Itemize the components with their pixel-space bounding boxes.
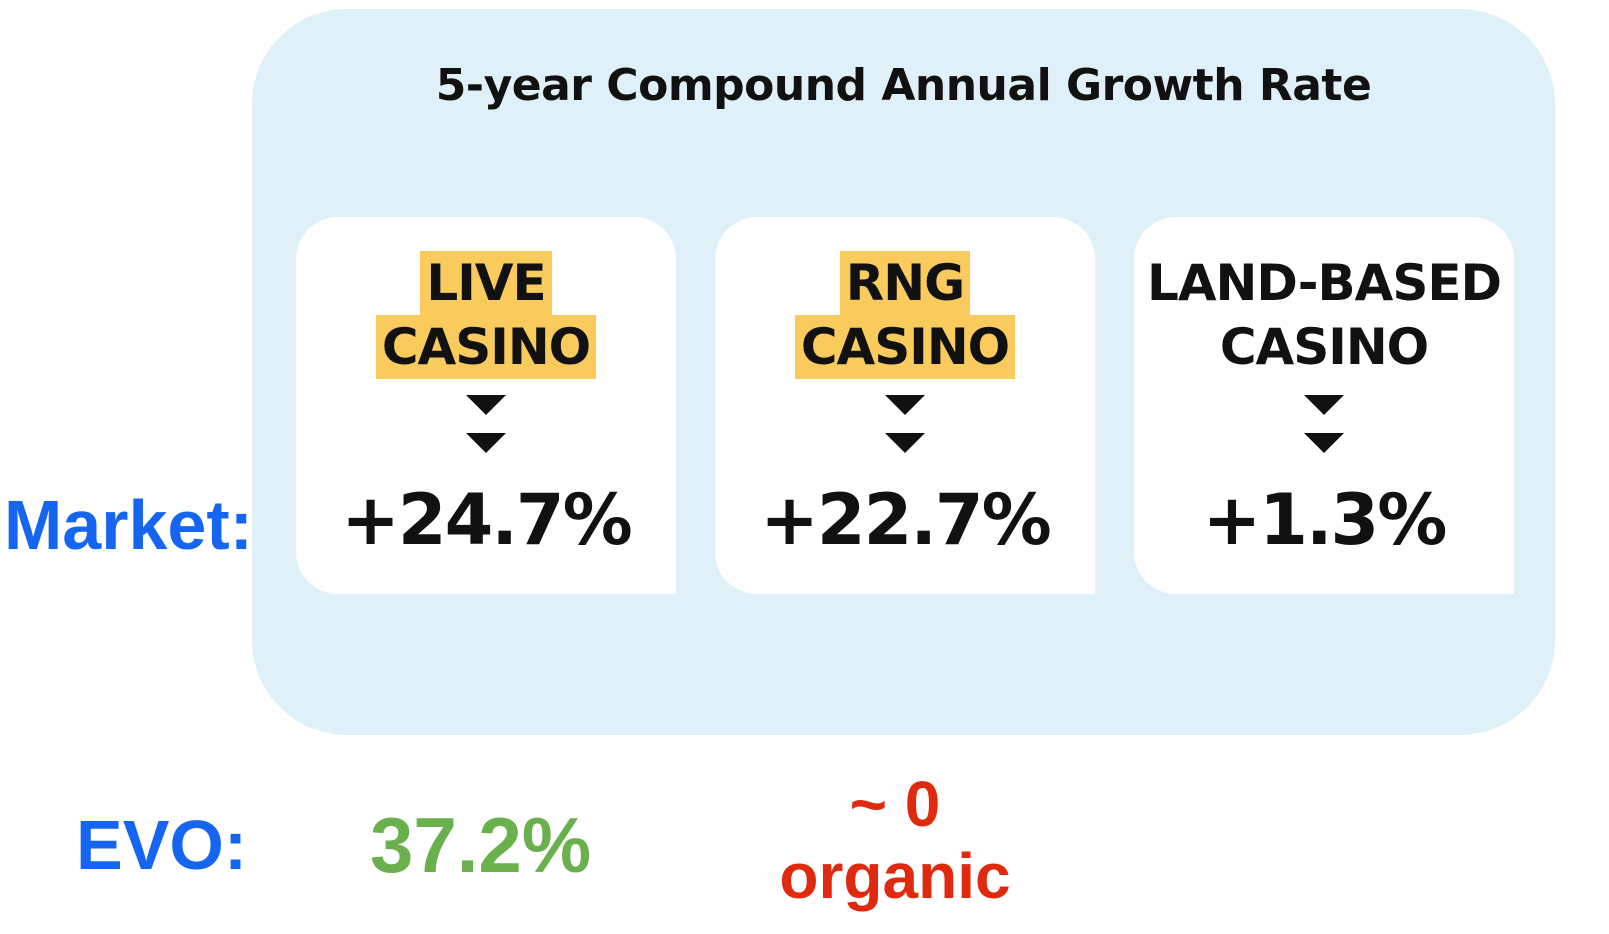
- triangle-down-icon: [885, 433, 925, 453]
- panel-title: 5-year Compound Annual Growth Rate: [435, 60, 1372, 111]
- card-title-line2: CASINO: [794, 315, 1016, 379]
- triangle-down-icon: [466, 395, 506, 415]
- card-title-line1: RNG: [839, 251, 971, 315]
- market-value: +1.3%: [1202, 479, 1448, 561]
- card-title-line1: LIVE: [420, 251, 552, 315]
- market-label: Market:: [4, 486, 253, 564]
- evo-live-value: 37.2%: [370, 801, 592, 889]
- card-title-line2: CASINO: [1219, 318, 1429, 376]
- card-title: LIVE CASINO: [296, 251, 676, 379]
- card-live-casino: LIVE CASINO +24.7%: [296, 217, 676, 594]
- down-arrows-icon: [296, 395, 676, 471]
- evo-rng-note-line1: ~ 0: [849, 768, 941, 840]
- card-title-line2: CASINO: [375, 315, 597, 379]
- triangle-down-icon: [885, 395, 925, 415]
- market-value: +24.7%: [341, 479, 633, 561]
- triangle-down-icon: [466, 433, 506, 453]
- evo-rng-note: ~ 0 organic: [760, 768, 1030, 912]
- card-title-line1: LAND-BASED: [1146, 254, 1502, 312]
- triangle-down-icon: [1304, 395, 1344, 415]
- evo-label: EVO:: [76, 806, 248, 884]
- card-title: LAND-BASED CASINO: [1134, 251, 1514, 379]
- card-land-based-casino: LAND-BASED CASINO +1.3%: [1134, 217, 1514, 594]
- down-arrows-icon: [1134, 395, 1514, 471]
- evo-rng-note-line2: organic: [779, 840, 1011, 912]
- card-rng-casino: RNG CASINO +22.7%: [715, 217, 1095, 594]
- card-title: RNG CASINO: [715, 251, 1095, 379]
- down-arrows-icon: [715, 395, 1095, 471]
- market-value: +22.7%: [760, 479, 1052, 561]
- triangle-down-icon: [1304, 433, 1344, 453]
